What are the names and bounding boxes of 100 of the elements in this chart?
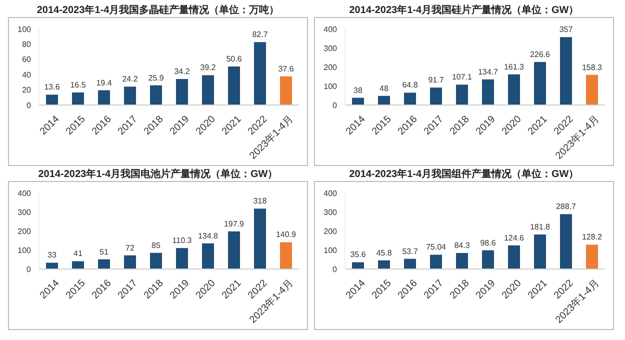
y-tick-label: 100 — [18, 246, 32, 255]
y-tick-label: 40 — [22, 70, 32, 80]
y-tick-label: 0 — [332, 264, 338, 274]
data-label: 35.6 — [350, 250, 366, 260]
data-label: 16.5 — [70, 80, 86, 90]
data-label: 48 — [380, 84, 389, 93]
data-label: 34.2 — [174, 67, 190, 76]
bar — [560, 214, 572, 269]
data-label: 33 — [48, 250, 57, 260]
data-label: 84.3 — [454, 240, 470, 250]
data-label: 72 — [126, 243, 135, 252]
y-tick-label: 60 — [22, 55, 32, 64]
data-label: 288.7 — [556, 202, 577, 212]
data-label: 85 — [152, 240, 161, 250]
bar — [508, 74, 520, 105]
data-label: 91.7 — [428, 76, 444, 85]
chart-title: 2014-2023年1-4月我国多晶硅产量情况（单位：万吨） — [36, 4, 280, 17]
data-label: 25.9 — [148, 73, 164, 82]
y-tick-label: 100 — [18, 24, 32, 34]
bar — [176, 248, 188, 269]
bar — [586, 74, 598, 105]
y-tick-label: 0 — [26, 100, 32, 110]
y-tick-label: 200 — [324, 62, 338, 72]
data-label: 181.8 — [530, 222, 551, 232]
y-tick-label: 100 — [324, 82, 338, 91]
bar — [280, 76, 292, 105]
bar — [404, 258, 416, 269]
data-label: 19.4 — [96, 78, 112, 88]
bar — [378, 260, 390, 269]
bar — [404, 92, 416, 105]
data-label: 318 — [253, 196, 268, 206]
y-tick-label: 80 — [22, 40, 32, 50]
bar — [228, 231, 240, 269]
bar — [534, 234, 546, 269]
y-tick-label: 300 — [324, 208, 338, 217]
chart-title: 2014-2023年1-4月我国电池片产量情况（单位：GW） — [38, 168, 278, 181]
data-label: 107.1 — [452, 72, 473, 82]
data-label: 158.3 — [582, 62, 603, 72]
bar — [352, 98, 364, 105]
data-label: 134.7 — [478, 67, 499, 76]
bar — [280, 242, 292, 269]
data-label: 110.3 — [172, 236, 192, 246]
bar — [202, 75, 214, 105]
data-label: 45.8 — [376, 248, 392, 258]
data-label: 38 — [354, 86, 363, 95]
data-label: 24.2 — [122, 74, 138, 84]
data-label: 51 — [100, 247, 109, 256]
bar — [124, 86, 136, 105]
y-tick-label: 400 — [324, 24, 338, 34]
bar — [46, 262, 58, 269]
bar — [352, 262, 364, 269]
data-label: 13.6 — [44, 82, 60, 92]
data-label: 41 — [74, 249, 83, 258]
y-tick-label: 100 — [324, 246, 338, 255]
bar — [150, 85, 162, 105]
bar — [378, 96, 390, 105]
bar — [456, 252, 468, 269]
bar — [586, 244, 598, 269]
y-tick-label: 400 — [324, 188, 338, 198]
bar — [456, 84, 468, 105]
y-tick-label: 400 — [18, 188, 32, 198]
data-label: 37.6 — [278, 64, 294, 74]
y-tick-label: 300 — [18, 208, 32, 217]
bar — [254, 208, 266, 269]
bar — [560, 37, 572, 105]
data-label: 128.2 — [582, 232, 603, 242]
bar — [150, 252, 162, 269]
y-tick-label: 20 — [22, 86, 32, 95]
bar — [534, 62, 546, 105]
data-label: 39.2 — [200, 63, 216, 72]
y-tick-label: 300 — [324, 44, 338, 53]
bar — [482, 79, 494, 105]
bar — [98, 90, 110, 105]
data-label: 82.7 — [252, 30, 268, 40]
data-label: 50.6 — [226, 54, 242, 64]
bar — [46, 94, 58, 105]
data-label: 134.8 — [198, 231, 219, 240]
chart-title: 2014-2023年1-4月我国组件产量情况（单位：GW） — [349, 168, 579, 181]
data-label: 226.6 — [530, 50, 551, 59]
data-label: 124.6 — [504, 233, 525, 242]
data-label: 64.8 — [402, 80, 418, 90]
bar — [228, 66, 240, 105]
bar — [482, 250, 494, 269]
bar — [124, 255, 136, 269]
y-tick-label: 0 — [26, 264, 32, 274]
data-label: 197.9 — [224, 219, 245, 228]
data-label: 75.04 — [426, 242, 447, 252]
bar — [254, 42, 266, 105]
chart-title: 2014-2023年1-4月我国硅片产量情况（单位：GW） — [349, 4, 579, 17]
bar — [176, 79, 188, 105]
y-tick-label: 200 — [324, 226, 338, 236]
y-tick-label: 0 — [332, 100, 338, 110]
data-label: 357 — [559, 25, 574, 34]
bar — [72, 261, 84, 269]
bar — [98, 259, 110, 269]
data-label: 140.9 — [276, 230, 297, 240]
data-label: 161.3 — [504, 62, 525, 72]
bar — [430, 88, 442, 105]
bar — [72, 92, 84, 105]
y-tick-label: 200 — [18, 226, 32, 236]
